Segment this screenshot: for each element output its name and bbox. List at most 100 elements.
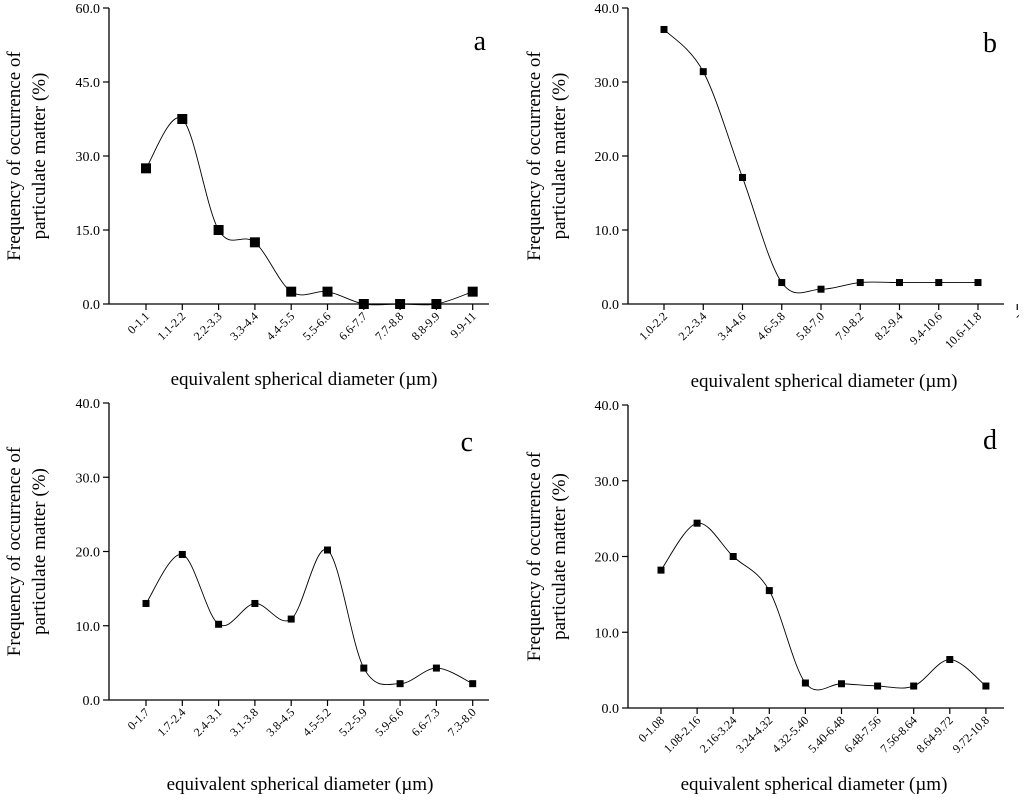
panel-label: d [983, 425, 997, 456]
data-point [469, 680, 477, 688]
y-axis-title-line1: Frequency of occurrence of [4, 446, 25, 656]
data-point [213, 225, 224, 235]
y-tick-label: 60.0 [76, 2, 101, 17]
y-axis-title-line2: particulate matter (%) [29, 468, 50, 635]
data-point [177, 114, 188, 124]
x-axis-title: equivalent spherical diameter (µm) [167, 774, 434, 795]
data-point [215, 620, 223, 628]
y-axis-title-line1: Frequency of occurrence of [524, 451, 545, 661]
x-tick-label: 8.64-9.72 [913, 713, 955, 755]
series-line [145, 549, 473, 686]
x-tick-label: 2.2-3.4 [675, 309, 709, 343]
data-point [660, 25, 668, 33]
x-tick-label: 1.08-2.16 [661, 713, 703, 755]
x-tick-label: 3.3-4.4 [227, 309, 261, 343]
y-tick-label: 20.0 [595, 551, 620, 566]
data-point [432, 664, 440, 672]
data-point [856, 279, 864, 287]
series-line [660, 522, 987, 691]
data-point [935, 279, 943, 287]
x-tick-label: 5.5-6.6 [300, 309, 334, 343]
data-point [693, 519, 701, 527]
data-point [322, 286, 333, 297]
y-tick-label: 30.0 [76, 471, 101, 486]
data-point [974, 279, 982, 287]
y-tick-label: 30.0 [595, 475, 620, 490]
y-tick-label: 0.0 [602, 298, 620, 313]
x-tick-label: 8.2-9.4 [872, 309, 906, 343]
x-tick-label: 6.6-7.7 [336, 309, 370, 343]
y-tick-label: 30.0 [595, 76, 620, 91]
y-tick-label: 10.0 [595, 626, 620, 641]
x-tick-label: 2.2-3.3 [191, 309, 225, 343]
panel-label: c [461, 427, 473, 458]
data-point [431, 299, 442, 309]
series-line [145, 117, 473, 306]
data-point [838, 680, 845, 688]
data-point [360, 664, 368, 672]
x-tick-label: 9.4-10.6 [907, 309, 945, 347]
x-tick-label: 2.16-3.24 [697, 713, 739, 755]
x-tick-label: 4.4-5.5 [263, 309, 297, 343]
data-point [778, 279, 786, 287]
y-tick-label: 20.0 [595, 150, 620, 165]
data-point [286, 286, 297, 297]
data-point [396, 680, 404, 688]
data-point [817, 285, 825, 293]
data-point [249, 237, 260, 248]
x-tick-label: 5.9-6.6 [372, 705, 406, 739]
x-tick-label: 6.48-7.56 [841, 713, 883, 755]
x-tick-label: 3.4-4.6 [715, 309, 749, 343]
x-tick-label: 5.2-5.9 [336, 705, 370, 739]
x-tick-label: 3.8-4.5 [263, 705, 297, 739]
x-tick-label: 7.3-8.0 [445, 705, 479, 739]
y-axis-title-line1: Frequency of occurrence of [524, 51, 545, 261]
x-tick-label: 4.5-5.2 [300, 705, 334, 739]
data-point [896, 279, 903, 287]
x-tick-label: 0-1.08 [635, 713, 667, 745]
data-point [699, 68, 707, 76]
x-tick-label: 9.72-10.8 [950, 713, 992, 755]
series-line [663, 29, 978, 294]
y-tick-label: 0.0 [83, 298, 101, 313]
data-point [739, 173, 746, 181]
data-point [946, 656, 954, 664]
y-tick-label: 15.0 [76, 224, 101, 239]
x-tick-label: 9.9-11 [447, 309, 479, 341]
x-tick-label: 10.6-11.8 [942, 309, 984, 351]
y-tick-label: 40.0 [595, 399, 620, 414]
data-point [324, 546, 331, 554]
y-axis-title-line2: particulate matter (%) [29, 73, 50, 240]
x-tick-label: - [1011, 309, 1024, 322]
x-tick-label: 7.0-8.2 [832, 309, 866, 343]
data-point [801, 679, 809, 687]
x-tick-label: 7.7-8.8 [372, 309, 406, 343]
x-tick-label: 0-1.7 [125, 705, 153, 733]
data-point [141, 163, 151, 174]
y-tick-label: 20.0 [76, 546, 101, 561]
x-tick-label: 8.8-9.9 [409, 309, 443, 343]
x-axis-title: equivalent spherical diameter (µm) [681, 774, 948, 795]
x-tick-label: 1.0-2.2 [636, 309, 670, 343]
y-axis-title-line2: particulate matter (%) [549, 73, 570, 240]
panel-label: a [474, 26, 487, 57]
y-tick-label: 0.0 [83, 694, 101, 709]
x-tick-label: 5.40-6.48 [805, 713, 847, 755]
data-point [178, 550, 186, 558]
panel-b: 0.0 10.0 20.0 30.0 40.0 1.0-2.2 2.2-3.4 3.4-4.6… [524, 2, 1023, 392]
x-tick-label: 1.1-2.2 [154, 309, 188, 343]
x-axis-title: equivalent spherical diameter (µm) [691, 371, 958, 392]
data-point [910, 682, 918, 690]
data-point [982, 682, 990, 690]
x-tick-label: 2.4-3.1 [191, 705, 225, 739]
y-tick-label: 40.0 [76, 397, 101, 412]
x-tick-label: 3.1-3.8 [227, 705, 261, 739]
y-tick-label: 0.0 [602, 702, 620, 717]
x-tick-label: 1.7-2.4 [154, 705, 188, 739]
data-point [287, 615, 295, 623]
x-tick-label: 4.6-5.8 [754, 309, 788, 343]
panel-label: b [983, 28, 997, 59]
x-tick-label: 6.6-7.3 [409, 705, 443, 739]
data-point [358, 299, 369, 309]
